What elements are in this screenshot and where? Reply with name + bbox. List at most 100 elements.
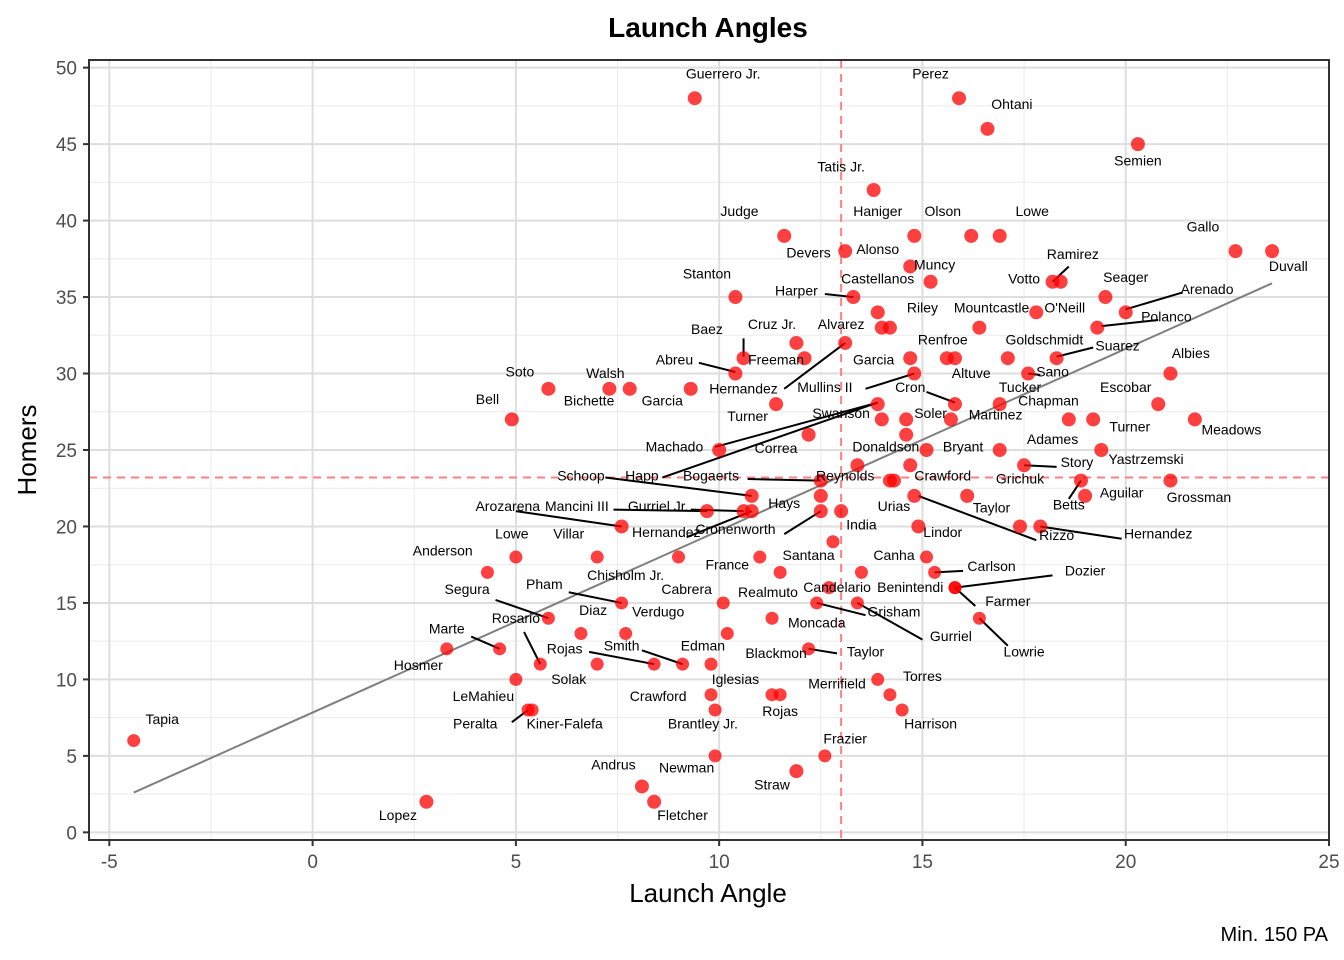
point-label: Adames — [1027, 431, 1078, 447]
data-point — [1000, 351, 1015, 366]
data-point — [765, 611, 779, 625]
point-label: Aguilar — [1100, 484, 1144, 500]
data-point — [802, 642, 816, 656]
data-point — [883, 688, 897, 702]
point-label: Peralta — [453, 715, 498, 731]
point-label: Newman — [659, 760, 714, 776]
point-label: Escobar — [1100, 379, 1152, 395]
data-point — [1265, 244, 1280, 259]
point-label: Perez — [912, 65, 949, 81]
data-point — [866, 183, 881, 197]
data-point — [1029, 305, 1044, 320]
data-point — [801, 427, 816, 442]
data-point — [789, 335, 804, 350]
point-label: Cronenworth — [695, 521, 775, 537]
data-point — [871, 672, 885, 686]
data-point — [634, 779, 649, 794]
data-point — [1086, 412, 1101, 427]
data-point — [676, 657, 690, 671]
data-point — [1163, 473, 1178, 488]
data-point — [1090, 320, 1105, 335]
point-label: Harrison — [904, 715, 957, 731]
data-point — [870, 305, 885, 320]
data-point — [928, 565, 942, 579]
point-label: Story — [1061, 454, 1094, 470]
label-connector — [783, 510, 822, 535]
y-tick-label: 5 — [66, 747, 77, 768]
data-point — [1017, 458, 1032, 473]
label-connector — [783, 342, 846, 390]
point-label: Tatis Jr. — [817, 159, 864, 175]
data-point — [1228, 244, 1243, 259]
point-label: Crawford — [630, 688, 687, 704]
data-point — [813, 488, 828, 503]
data-point — [736, 351, 751, 366]
axes: -5 0 5 10 15 20 25 0 5 10 15 20 25 30 35 40 45 50 — [56, 59, 1340, 873]
data-point — [769, 397, 784, 412]
data-point — [773, 565, 787, 579]
point-label: Yastrzemski — [1108, 451, 1183, 467]
data-point — [992, 397, 1007, 412]
y-tick-label: 40 — [56, 212, 77, 233]
label-connector — [661, 401, 879, 479]
point-label: Rojas — [547, 640, 583, 656]
point-label: Alonso — [856, 241, 899, 257]
data-point — [919, 443, 934, 457]
data-point — [127, 734, 141, 748]
data-point — [1118, 305, 1133, 320]
point-label: Harper — [775, 283, 818, 299]
data-point — [972, 320, 987, 335]
point-label: Riley — [907, 299, 938, 315]
y-tick-label: 45 — [56, 135, 77, 156]
data-point — [907, 228, 922, 243]
label-connector — [605, 476, 752, 497]
data-point — [1187, 412, 1202, 427]
point-label: Villar — [553, 526, 584, 542]
point-label: Farmer — [985, 593, 1030, 609]
point-label: Judge — [720, 203, 758, 219]
label-connector — [690, 508, 744, 513]
data-point — [720, 627, 734, 641]
data-point — [672, 550, 686, 564]
point-label: Cron — [895, 379, 925, 395]
label-connector — [978, 617, 1009, 647]
point-label: Albies — [1172, 345, 1210, 361]
point-label: Duvall — [1269, 258, 1308, 274]
data-point — [525, 703, 539, 717]
y-tick-label: 35 — [56, 288, 77, 309]
point-label: Garcia — [642, 393, 683, 409]
point-label: Turner — [1109, 419, 1150, 435]
point-label: Grisham — [868, 604, 921, 620]
data-point — [744, 504, 759, 519]
minor-gridlines — [89, 60, 1329, 840]
data-point — [813, 473, 828, 488]
point-label: Rizzo — [1039, 527, 1074, 543]
data-point — [704, 657, 718, 671]
label-connector — [1040, 525, 1122, 540]
data-point — [704, 688, 718, 702]
point-label: Baez — [691, 321, 723, 337]
point-label: Taylor — [847, 643, 885, 659]
data-point — [818, 749, 832, 763]
point-label: Cabrera — [661, 581, 712, 597]
data-point — [1074, 473, 1088, 488]
data-point — [541, 611, 555, 625]
y-tick-label: 25 — [56, 441, 77, 462]
point-label: Renfroe — [918, 331, 968, 347]
label-connector — [1125, 291, 1183, 311]
data-point — [683, 381, 698, 396]
data-point — [903, 458, 918, 473]
label-connector — [918, 494, 1037, 542]
point-label: Arenado — [1181, 281, 1234, 297]
data-point — [728, 366, 743, 381]
data-point — [810, 596, 824, 610]
data-point — [907, 366, 922, 381]
label-connector — [641, 649, 683, 666]
label-connector — [568, 591, 622, 604]
point-label: Freeman — [748, 351, 804, 367]
point-label: Rosario — [492, 610, 540, 626]
point-label: Turner — [727, 408, 768, 424]
point-label: Urias — [878, 498, 911, 514]
point-label: Segura — [445, 581, 490, 597]
point-label: O'Neill — [1044, 299, 1085, 315]
